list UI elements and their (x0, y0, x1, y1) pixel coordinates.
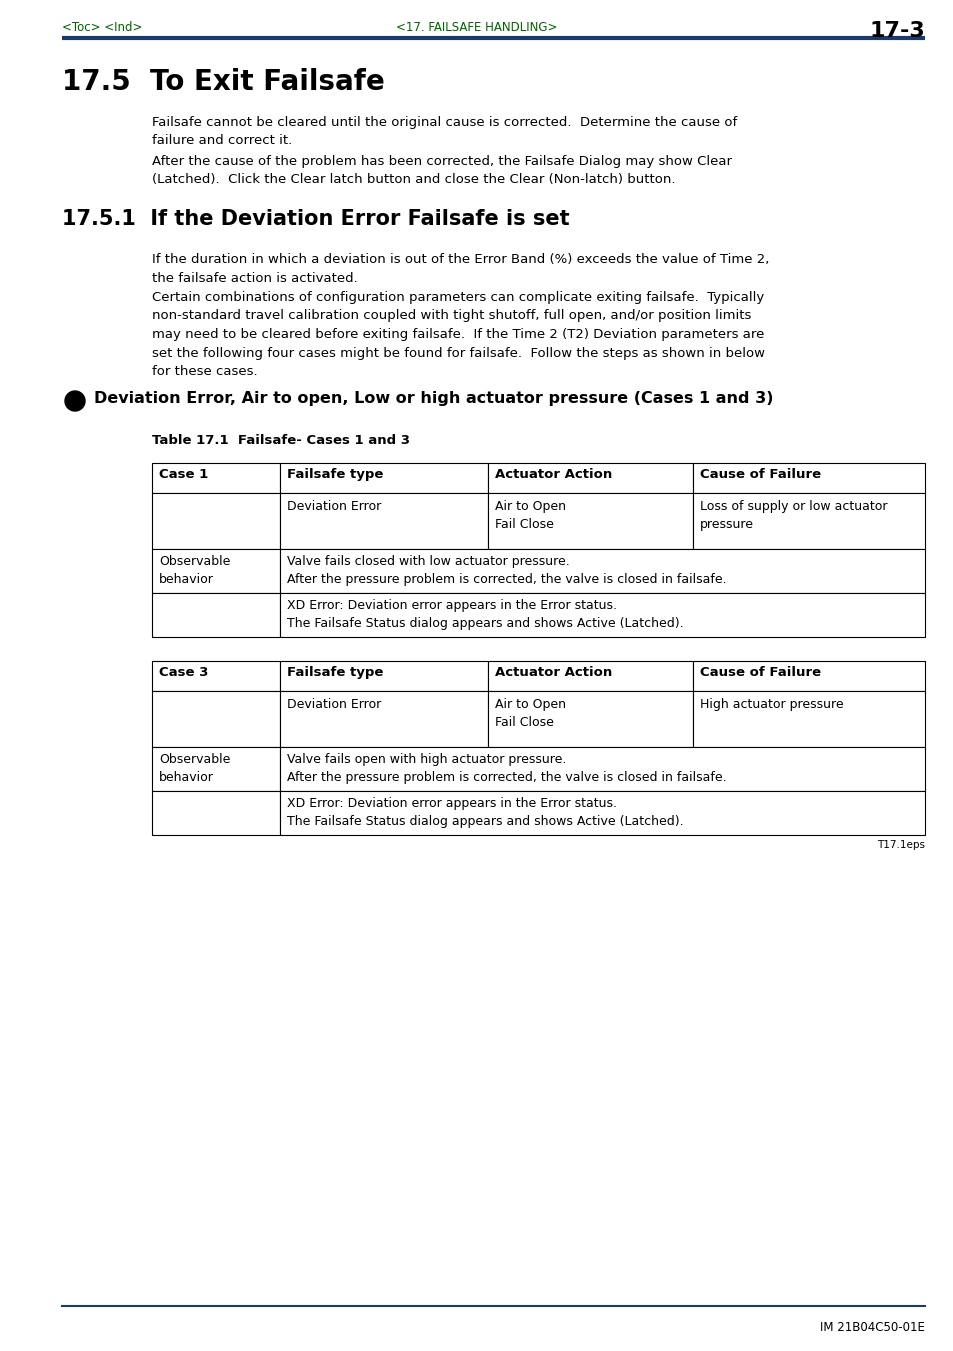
Bar (279, 690, 488, 747)
Bar (279, 790, 924, 835)
Text: If the duration in which a deviation is out of the Error Band (%) exceeds the va: If the duration in which a deviation is … (152, 253, 768, 285)
Bar (152, 549, 279, 593)
Bar (152, 661, 279, 690)
Text: Cause of Failure: Cause of Failure (700, 467, 821, 481)
Text: Air to Open
Fail Close: Air to Open Fail Close (495, 500, 566, 531)
Text: XD Error: Deviation error appears in the Error status.
The Failsafe Status dialo: XD Error: Deviation error appears in the… (286, 797, 682, 828)
Bar (488, 690, 693, 747)
Bar (152, 463, 279, 493)
Text: Certain combinations of configuration parameters can complicate exiting failsafe: Certain combinations of configuration pa… (152, 290, 764, 378)
Bar (693, 661, 924, 690)
Text: Actuator Action: Actuator Action (495, 666, 612, 680)
Text: 17.5.1  If the Deviation Error Failsafe is set: 17.5.1 If the Deviation Error Failsafe i… (62, 209, 569, 230)
Bar (693, 690, 924, 747)
Bar (488, 493, 693, 549)
Bar (279, 493, 488, 549)
Text: Case 3: Case 3 (159, 666, 208, 680)
Text: Table 17.1  Failsafe- Cases 1 and 3: Table 17.1 Failsafe- Cases 1 and 3 (152, 434, 410, 447)
Bar (488, 463, 693, 493)
Bar (279, 593, 924, 638)
Text: Air to Open
Fail Close: Air to Open Fail Close (495, 698, 566, 730)
Bar (279, 549, 924, 593)
Text: Valve fails open with high actuator pressure.
After the pressure problem is corr: Valve fails open with high actuator pres… (286, 753, 725, 784)
Text: <17. FAILSAFE HANDLING>: <17. FAILSAFE HANDLING> (395, 22, 558, 34)
Text: T17.1eps: T17.1eps (876, 840, 924, 850)
Text: Loss of supply or low actuator
pressure: Loss of supply or low actuator pressure (700, 500, 886, 531)
Bar (693, 463, 924, 493)
Bar (279, 463, 488, 493)
Text: Case 1: Case 1 (159, 467, 208, 481)
Bar (152, 790, 279, 835)
Bar (279, 747, 924, 790)
Text: XD Error: Deviation error appears in the Error status.
The Failsafe Status dialo: XD Error: Deviation error appears in the… (286, 598, 682, 630)
Text: Observable
behavior: Observable behavior (159, 753, 230, 784)
Bar (152, 747, 279, 790)
Bar (279, 661, 488, 690)
Text: Deviation Error, Air to open, Low or high actuator pressure (Cases 1 and 3): Deviation Error, Air to open, Low or hig… (94, 390, 773, 407)
Text: <Toc> <Ind>: <Toc> <Ind> (62, 22, 142, 34)
Bar (152, 690, 279, 747)
Circle shape (65, 390, 85, 411)
Bar (693, 493, 924, 549)
Bar (152, 593, 279, 638)
Text: 17-3: 17-3 (868, 22, 924, 41)
Text: Failsafe cannot be cleared until the original cause is corrected.  Determine the: Failsafe cannot be cleared until the ori… (152, 116, 737, 147)
Text: High actuator pressure: High actuator pressure (700, 698, 842, 711)
Text: Deviation Error: Deviation Error (286, 500, 380, 513)
Text: Actuator Action: Actuator Action (495, 467, 612, 481)
Text: Failsafe type: Failsafe type (286, 666, 382, 680)
Text: Valve fails closed with low actuator pressure.
After the pressure problem is cor: Valve fails closed with low actuator pre… (286, 555, 725, 586)
Text: Deviation Error: Deviation Error (286, 698, 380, 711)
Text: Failsafe type: Failsafe type (286, 467, 382, 481)
Text: Cause of Failure: Cause of Failure (700, 666, 821, 680)
Text: Observable
behavior: Observable behavior (159, 555, 230, 586)
Text: IM 21B04C50-01E: IM 21B04C50-01E (820, 1321, 924, 1333)
Text: After the cause of the problem has been corrected, the Failsafe Dialog may show : After the cause of the problem has been … (152, 155, 731, 186)
Bar (488, 661, 693, 690)
Text: 17.5  To Exit Failsafe: 17.5 To Exit Failsafe (62, 68, 384, 96)
Bar (152, 493, 279, 549)
